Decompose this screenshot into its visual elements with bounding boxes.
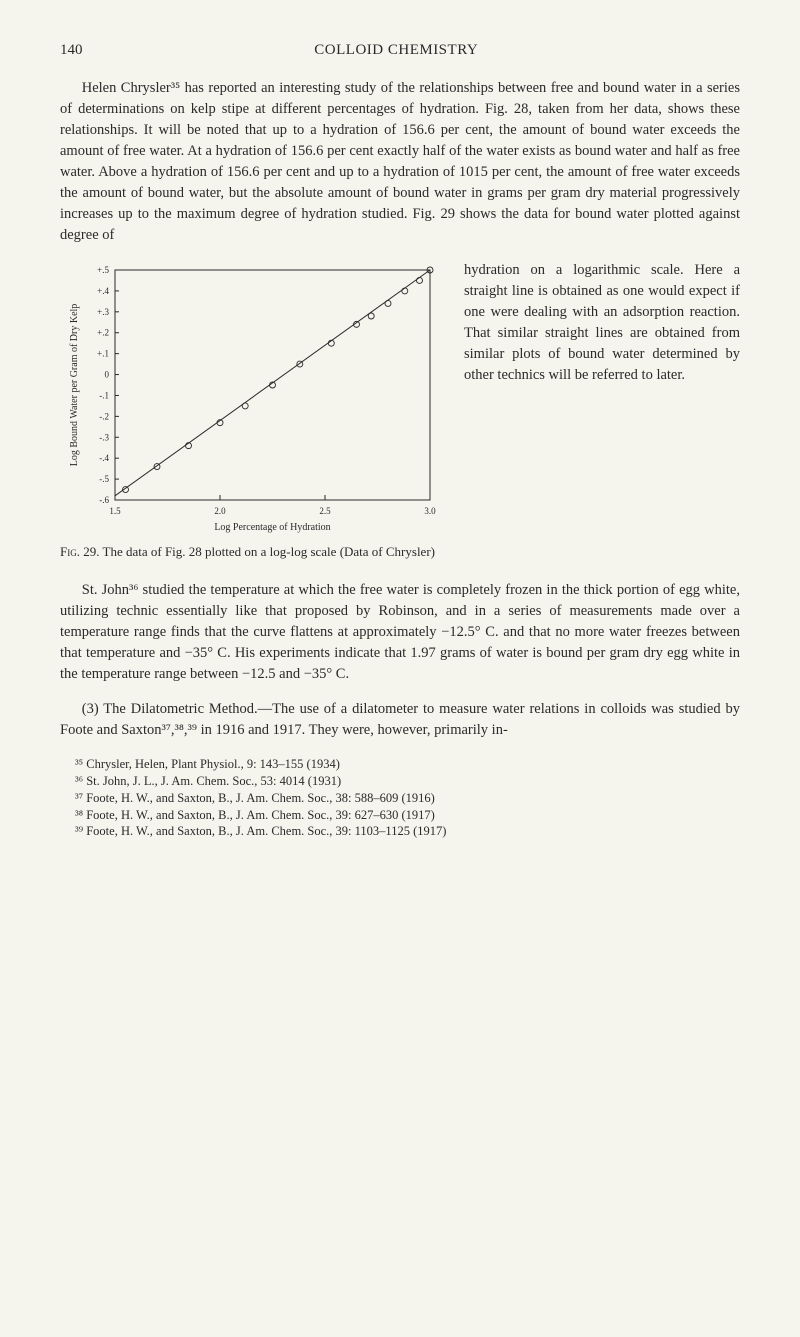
svg-text:1.5: 1.5 — [109, 506, 121, 516]
footnote-38: ³⁸ Foote, H. W., and Saxton, B., J. Am. … — [60, 807, 740, 824]
figure-caption: Fig. 29. The data of Fig. 28 plotted on … — [60, 544, 450, 561]
header-spacer — [710, 40, 740, 62]
svg-text:2.0: 2.0 — [214, 506, 226, 516]
svg-text:+.2: +.2 — [97, 328, 109, 338]
chart-container: +.5 +.4 +.3 +.2 +.1 0 -.1 -.2 -.3 -.4 -.5 -.61.5 2.0… — [60, 260, 450, 540]
svg-text:+.3: +.3 — [97, 307, 109, 317]
footnote-35: ³⁵ Chrysler, Helen, Plant Physiol., 9: 1… — [60, 756, 740, 773]
caption-prefix: Fig. 29. — [60, 544, 99, 559]
svg-text:-.4: -.4 — [99, 454, 109, 464]
svg-text:Log Bound Water per Gram of Dr: Log Bound Water per Gram of Dry Kelp — [69, 304, 80, 467]
footnote-39: ³⁹ Foote, H. W., and Saxton, B., J. Am. … — [60, 823, 740, 840]
svg-text:-.2: -.2 — [99, 412, 109, 422]
figure-wrap: +.5+.4+.3+.2+.10-.1-.2-.3-.4-.5-.61.52.0… — [60, 260, 740, 386]
svg-text:2.5: 2.5 — [319, 506, 331, 516]
svg-text:+.1: +.1 — [97, 349, 109, 359]
svg-text:-.6: -.6 — [99, 495, 109, 505]
paragraph-4: (3) The Dilatometric Method.—The use of … — [60, 699, 740, 741]
footnote-37: ³⁷ Foote, H. W., and Saxton, B., J. Am. … — [60, 790, 740, 807]
page-header: 140 COLLOID CHEMISTRY — [60, 40, 740, 62]
caption-text: The data of Fig. 28 plotted on a log-log… — [99, 544, 435, 559]
footnote-36: ³⁶ St. John, J. L., J. Am. Chem. Soc., 5… — [60, 773, 740, 790]
footnotes: ³⁵ Chrysler, Helen, Plant Physiol., 9: 1… — [60, 756, 740, 840]
page-number: 140 — [60, 40, 83, 62]
svg-text:3.0: 3.0 — [424, 506, 436, 516]
svg-text:-.5: -.5 — [99, 474, 109, 484]
chapter-title: COLLOID CHEMISTRY — [83, 40, 711, 62]
svg-text:-.3: -.3 — [99, 433, 109, 443]
svg-text:0: 0 — [105, 370, 110, 380]
svg-text:Log Percentage of Hydration: Log Percentage of Hydration — [214, 522, 330, 533]
svg-text:+.5: +.5 — [97, 265, 109, 275]
paragraph-3: St. John³⁶ studied the temperature at wh… — [60, 580, 740, 685]
svg-text:-.1: -.1 — [99, 391, 109, 401]
scatter-chart: +.5 +.4 +.3 +.2 +.1 0 -.1 -.2 -.3 -.4 -.5 -.61.5 2.0… — [60, 260, 440, 540]
paragraph-1: Helen Chrysler³⁵ has reported an interes… — [60, 78, 740, 246]
figure-29: +.5 +.4 +.3 +.2 +.1 0 -.1 -.2 -.3 -.4 -.5 -.61.5 2.0… — [60, 260, 450, 561]
svg-text:+.4: +.4 — [97, 286, 109, 296]
